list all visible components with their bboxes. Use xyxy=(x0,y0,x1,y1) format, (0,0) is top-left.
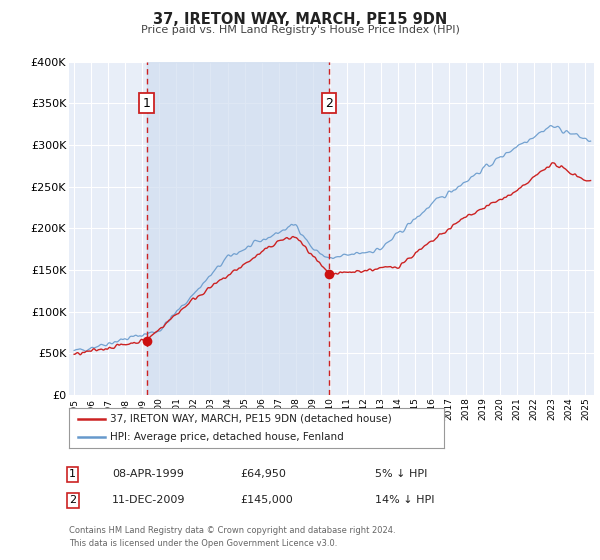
Text: 37, IRETON WAY, MARCH, PE15 9DN (detached house): 37, IRETON WAY, MARCH, PE15 9DN (detache… xyxy=(110,414,392,423)
Text: 11-DEC-2009: 11-DEC-2009 xyxy=(112,495,186,505)
Text: 2: 2 xyxy=(325,97,333,110)
Text: 5% ↓ HPI: 5% ↓ HPI xyxy=(375,469,427,479)
Text: 2: 2 xyxy=(69,495,76,505)
Text: 08-APR-1999: 08-APR-1999 xyxy=(112,469,184,479)
Text: 1: 1 xyxy=(143,97,151,110)
Text: Contains HM Land Registry data © Crown copyright and database right 2024.: Contains HM Land Registry data © Crown c… xyxy=(69,526,395,535)
Text: 1: 1 xyxy=(69,469,76,479)
Text: £64,950: £64,950 xyxy=(240,469,286,479)
Text: This data is licensed under the Open Government Licence v3.0.: This data is licensed under the Open Gov… xyxy=(69,539,337,548)
Text: 14% ↓ HPI: 14% ↓ HPI xyxy=(375,495,434,505)
Text: 37, IRETON WAY, MARCH, PE15 9DN: 37, IRETON WAY, MARCH, PE15 9DN xyxy=(153,12,447,27)
Text: Price paid vs. HM Land Registry's House Price Index (HPI): Price paid vs. HM Land Registry's House … xyxy=(140,25,460,35)
Text: £145,000: £145,000 xyxy=(240,495,293,505)
Text: HPI: Average price, detached house, Fenland: HPI: Average price, detached house, Fenl… xyxy=(110,432,344,442)
Bar xyxy=(147,62,329,395)
